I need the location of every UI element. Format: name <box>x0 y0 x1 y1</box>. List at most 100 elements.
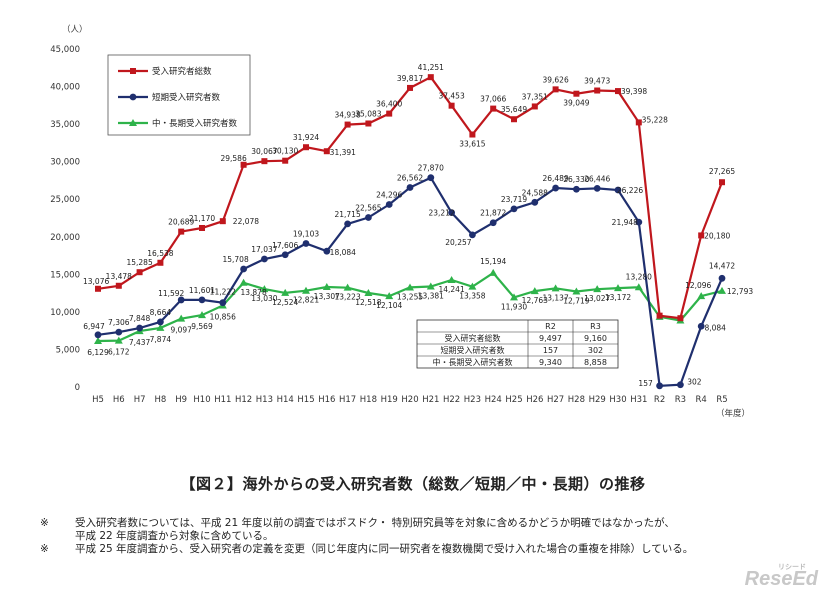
data-label: 26,489 <box>542 174 568 183</box>
x-tick-label: H22 <box>443 395 460 405</box>
data-point <box>448 102 455 109</box>
data-label: 24,588 <box>522 188 548 197</box>
y-tick-label: 35,000 <box>50 120 80 130</box>
data-point <box>530 287 539 295</box>
data-label: 20,257 <box>445 238 471 247</box>
data-point <box>261 158 268 165</box>
data-point <box>115 282 122 289</box>
data-point <box>198 296 206 304</box>
data-point <box>114 336 123 344</box>
data-label: 34,938 <box>334 111 360 120</box>
data-label: 35,228 <box>642 115 668 124</box>
data-label: 8,084 <box>704 323 726 332</box>
data-point <box>365 120 372 127</box>
table-cell: 302 <box>588 346 603 355</box>
data-point <box>718 286 726 294</box>
y-tick-label: 20,000 <box>50 233 80 243</box>
data-point <box>364 288 373 296</box>
x-tick-label: H24 <box>485 395 502 405</box>
data-point <box>386 110 393 117</box>
x-tick-label: H12 <box>235 395 252 405</box>
x-tick-label: R3 <box>675 395 686 405</box>
table-cell: 9,160 <box>584 334 607 343</box>
data-label: 13,027 <box>584 294 610 303</box>
data-label: 7,306 <box>108 318 130 327</box>
data-point <box>344 220 351 228</box>
table-cell: 中・長期受入研究者数 <box>433 357 513 367</box>
data-point <box>365 214 372 221</box>
x-tick-label: H5 <box>92 395 104 405</box>
data-label: 21,948 <box>612 218 638 227</box>
x-tick-label: H6 <box>113 395 125 405</box>
x-tick-label: R4 <box>696 395 707 405</box>
data-label: 15,285 <box>126 258 152 267</box>
x-tick-label: H27 <box>547 395 564 405</box>
note-mark: ※ <box>40 517 49 529</box>
data-label: 39,626 <box>542 75 568 84</box>
data-point <box>94 331 102 339</box>
data-label: 37,351 <box>522 92 548 101</box>
data-point <box>447 276 456 284</box>
data-point <box>614 284 622 292</box>
data-label: 18,084 <box>330 248 356 257</box>
data-point <box>426 282 435 290</box>
data-point <box>407 84 413 91</box>
data-point <box>677 315 684 322</box>
data-point <box>94 336 102 344</box>
x-tick-label: H21 <box>422 395 439 405</box>
data-point <box>427 174 435 182</box>
data-label: 15,194 <box>480 257 506 266</box>
data-label: 24,296 <box>376 191 402 200</box>
data-point <box>240 265 248 273</box>
data-point <box>385 292 394 300</box>
data-point <box>302 286 310 294</box>
data-point <box>551 284 560 292</box>
table-cell: 受入研究者総数 <box>445 333 501 343</box>
x-tick-label: H25 <box>505 395 522 405</box>
data-point <box>261 255 268 263</box>
data-label: 8,664 <box>150 308 172 317</box>
data-label: 22,565 <box>355 204 381 213</box>
x-tick-label: H19 <box>381 395 398 405</box>
data-point <box>489 268 498 276</box>
data-label: 13,280 <box>626 272 652 281</box>
x-unit-label: （年度） <box>716 408 750 419</box>
data-point <box>489 219 497 227</box>
data-label: 31,924 <box>293 133 319 142</box>
y-tick-label: 0 <box>75 383 80 393</box>
data-label: 26,446 <box>584 174 610 183</box>
data-label: 26,226 <box>617 186 643 195</box>
y-tick-label: 40,000 <box>50 83 80 93</box>
data-label: 12,518 <box>355 298 381 307</box>
data-label: 13,307 <box>314 292 340 301</box>
data-point <box>136 324 144 332</box>
data-point <box>343 283 352 291</box>
data-label: 16,538 <box>147 249 173 258</box>
data-point <box>115 328 123 336</box>
legend-label: 受入研究者総数 <box>152 66 212 77</box>
data-label: 17,606 <box>272 241 298 250</box>
data-point <box>198 311 206 319</box>
data-label: 21,715 <box>334 210 360 219</box>
x-tick-label: R2 <box>654 395 665 405</box>
data-label: 12,524 <box>272 298 298 307</box>
table-cell: 短期受入研究者数 <box>441 345 505 355</box>
data-point <box>448 209 455 217</box>
data-label: 6,129 <box>87 348 109 357</box>
data-label: 26,562 <box>397 173 423 182</box>
data-label: 13,137 <box>542 293 568 302</box>
data-label: 13,255 <box>397 292 423 301</box>
x-tick-label: H18 <box>360 395 377 405</box>
data-point <box>281 288 290 296</box>
data-label: 21,872 <box>480 209 506 218</box>
data-label: 35,649 <box>501 105 527 114</box>
y-tick-label: 30,000 <box>50 158 80 168</box>
data-point <box>219 218 226 225</box>
data-label: 9,097 <box>170 326 192 335</box>
data-label: 33,615 <box>459 140 485 149</box>
data-label: 14,472 <box>709 261 735 270</box>
data-label: 39,473 <box>584 77 610 86</box>
data-point <box>656 312 663 319</box>
data-label: 15,708 <box>222 255 248 264</box>
